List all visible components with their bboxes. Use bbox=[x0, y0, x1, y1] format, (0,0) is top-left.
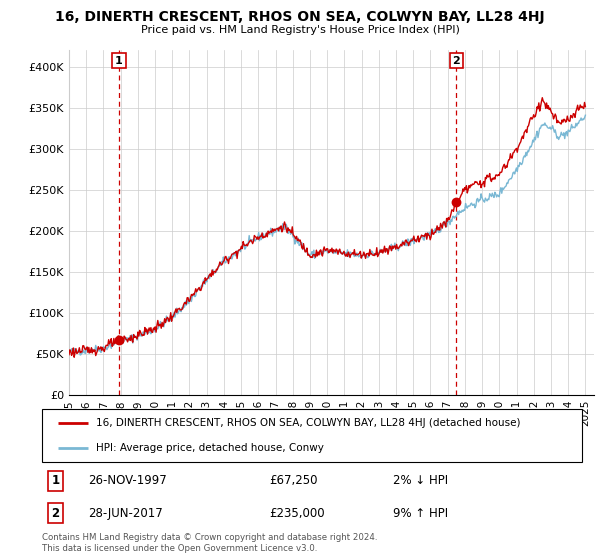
Text: HPI: Average price, detached house, Conwy: HPI: Average price, detached house, Conw… bbox=[96, 442, 324, 452]
Text: 28-JUN-2017: 28-JUN-2017 bbox=[88, 507, 163, 520]
Text: Contains HM Land Registry data © Crown copyright and database right 2024.
This d: Contains HM Land Registry data © Crown c… bbox=[42, 533, 377, 553]
Text: 2: 2 bbox=[452, 55, 460, 66]
Text: 1: 1 bbox=[52, 474, 59, 487]
Text: Price paid vs. HM Land Registry's House Price Index (HPI): Price paid vs. HM Land Registry's House … bbox=[140, 25, 460, 35]
Text: 2% ↓ HPI: 2% ↓ HPI bbox=[393, 474, 448, 487]
Text: 2: 2 bbox=[52, 507, 59, 520]
Point bbox=[114, 335, 124, 344]
Text: 1: 1 bbox=[115, 55, 123, 66]
Text: 9% ↑ HPI: 9% ↑ HPI bbox=[393, 507, 448, 520]
Text: 26-NOV-1997: 26-NOV-1997 bbox=[88, 474, 167, 487]
Text: £235,000: £235,000 bbox=[269, 507, 325, 520]
Text: 16, DINERTH CRESCENT, RHOS ON SEA, COLWYN BAY, LL28 4HJ (detached house): 16, DINERTH CRESCENT, RHOS ON SEA, COLWY… bbox=[96, 418, 521, 428]
Text: 16, DINERTH CRESCENT, RHOS ON SEA, COLWYN BAY, LL28 4HJ: 16, DINERTH CRESCENT, RHOS ON SEA, COLWY… bbox=[55, 10, 545, 24]
Point bbox=[451, 198, 461, 207]
Text: £67,250: £67,250 bbox=[269, 474, 317, 487]
